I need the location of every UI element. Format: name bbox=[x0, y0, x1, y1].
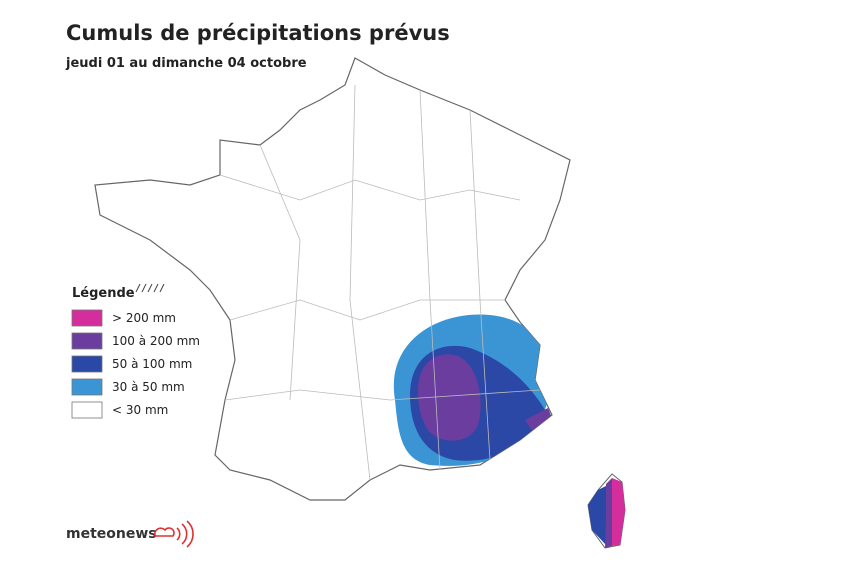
legend-label: < 30 mm bbox=[112, 403, 168, 417]
departments bbox=[219, 84, 541, 481]
legend-swatch bbox=[71, 401, 103, 419]
zone-100-200 bbox=[418, 354, 481, 441]
legend-label: 30 à 50 mm bbox=[112, 380, 185, 394]
legend-label: 50 à 100 mm bbox=[112, 357, 192, 371]
rain-icon bbox=[135, 283, 165, 293]
legend-title: Légende bbox=[72, 286, 135, 301]
zone-over-200 bbox=[612, 478, 625, 546]
corsica bbox=[587, 473, 626, 549]
legend-swatch bbox=[71, 378, 103, 396]
legend-swatch bbox=[71, 309, 103, 327]
zone-100-200 bbox=[525, 408, 552, 435]
legend-label: 100 à 200 mm bbox=[112, 334, 200, 348]
zone-50-100 bbox=[588, 486, 606, 545]
legend-swatch bbox=[71, 355, 103, 373]
brand-logo bbox=[153, 520, 194, 548]
legend-swatch bbox=[71, 332, 103, 350]
subtitle: jeudi 01 au dimanche 04 octobre bbox=[65, 56, 307, 71]
title: Cumuls de précipitations prévus bbox=[66, 21, 450, 45]
zone-100-200 bbox=[605, 478, 612, 548]
legend-label: > 200 mm bbox=[112, 311, 176, 325]
legend: > 200 mm 100 à 200 mm 50 à 100 mm 30 à 50 m… bbox=[71, 309, 200, 419]
brand: meteonews bbox=[66, 526, 157, 542]
